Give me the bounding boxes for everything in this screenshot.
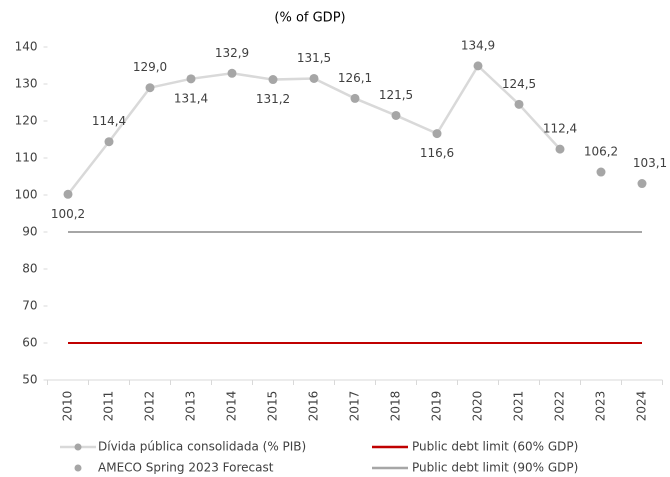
data-label: 121,5: [379, 88, 413, 102]
data-point: [186, 74, 196, 84]
y-tick-label: 70: [22, 299, 37, 313]
data-label: 126,1: [338, 71, 372, 85]
x-tick-label: 2011: [102, 391, 116, 422]
data-label: 134,9: [461, 38, 495, 52]
data-label: 103,1: [633, 156, 667, 170]
y-tick-label: 100: [15, 188, 38, 202]
legend-marker: [74, 443, 82, 451]
y-tick-label: 120: [15, 114, 38, 128]
data-point: [268, 75, 278, 85]
x-tick-label: 2019: [430, 391, 444, 422]
data-point: [63, 189, 73, 199]
x-tick-label: 2014: [225, 391, 239, 422]
x-tick-label: 2021: [512, 391, 526, 422]
y-tick-label: 50: [22, 373, 37, 387]
x-tick-label: 2017: [348, 391, 362, 422]
data-point: [350, 93, 360, 103]
data-point: [473, 61, 483, 71]
x-tick-label: 2024: [635, 391, 649, 422]
x-tick-label: 2016: [307, 391, 321, 422]
legend-label: Public debt limit (90% GDP): [412, 461, 578, 475]
y-tick-label: 110: [15, 151, 38, 165]
data-label: 112,4: [543, 122, 577, 136]
data-label: 129,0: [133, 60, 167, 74]
x-tick-label: 2020: [471, 391, 485, 422]
data-point: [227, 68, 237, 78]
data-point: [637, 179, 647, 189]
y-tick-label: 80: [22, 262, 37, 276]
x-tick-label: 2023: [594, 391, 608, 422]
data-point: [104, 137, 114, 147]
x-tick-label: 2012: [143, 391, 157, 422]
x-tick-label: 2013: [184, 391, 198, 422]
data-label: 131,4: [174, 91, 208, 105]
data-point: [309, 73, 319, 83]
x-tick-label: 2015: [266, 391, 280, 422]
y-tick-label: 140: [15, 40, 38, 54]
data-label: 132,9: [215, 46, 249, 60]
data-point: [555, 144, 565, 154]
data-point: [432, 129, 442, 139]
legend-label: Public debt limit (60% GDP): [412, 440, 578, 454]
x-tick-label: 2018: [389, 391, 403, 422]
data-label: 100,2: [51, 207, 85, 221]
x-tick-label: 2022: [553, 391, 567, 422]
data-label: 106,2: [584, 145, 618, 159]
y-tick-label: 90: [22, 225, 37, 239]
data-point: [596, 167, 606, 177]
x-tick-label: 2010: [61, 391, 75, 422]
legend-marker: [74, 464, 82, 472]
legend-label: AMECO Spring 2023 Forecast: [98, 461, 274, 475]
data-label: 114,4: [92, 114, 126, 128]
y-tick-label: 130: [15, 77, 38, 91]
data-point: [514, 99, 524, 109]
data-label: 131,2: [256, 92, 290, 106]
data-point: [145, 83, 155, 93]
data-point: [391, 110, 401, 120]
data-label: 116,6: [420, 146, 454, 160]
chart-title: (% of GDP): [274, 11, 345, 26]
y-tick-label: 60: [22, 336, 37, 350]
series-line: [67, 63, 561, 196]
legend-label: Dívida pública consolidada (% PIB): [98, 440, 306, 454]
data-label: 124,5: [502, 77, 536, 91]
data-label: 131,5: [297, 51, 331, 65]
